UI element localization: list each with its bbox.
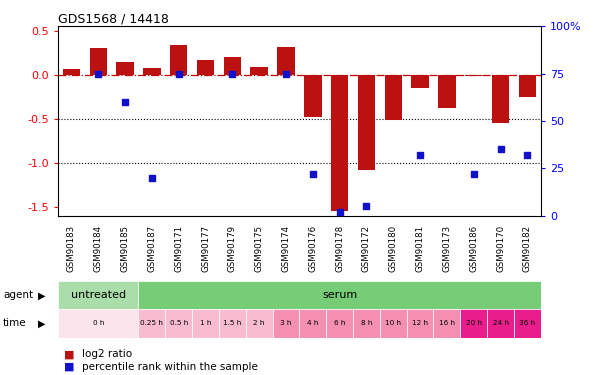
Bar: [58, 281, 139, 309]
Text: 3 h: 3 h: [280, 320, 291, 326]
Text: 1 h: 1 h: [200, 320, 211, 326]
Bar: [384, 75, 402, 120]
Bar: [465, 75, 483, 76]
Point: [93, 70, 103, 76]
Text: 1.5 h: 1.5 h: [223, 320, 241, 326]
Text: GSM90183: GSM90183: [67, 225, 76, 272]
Text: percentile rank within the sample: percentile rank within the sample: [82, 362, 258, 372]
Text: 0.5 h: 0.5 h: [170, 320, 188, 326]
Text: 12 h: 12 h: [412, 320, 428, 326]
Text: GSM90178: GSM90178: [335, 225, 344, 272]
Text: 0.25 h: 0.25 h: [141, 320, 163, 326]
Text: GSM90171: GSM90171: [174, 225, 183, 272]
Text: GSM90170: GSM90170: [496, 225, 505, 272]
Bar: [380, 309, 407, 338]
Text: GSM90184: GSM90184: [93, 225, 103, 272]
Text: GSM90186: GSM90186: [469, 225, 478, 272]
Bar: [304, 75, 321, 117]
Bar: [58, 309, 139, 338]
Text: GSM90172: GSM90172: [362, 225, 371, 272]
Text: GSM90173: GSM90173: [442, 225, 452, 272]
Bar: [90, 48, 107, 75]
Bar: [460, 309, 487, 338]
Point: [174, 70, 183, 76]
Bar: [299, 309, 326, 338]
Point: [120, 99, 130, 105]
Text: GSM90174: GSM90174: [282, 225, 290, 272]
Bar: [192, 309, 219, 338]
Text: time: time: [3, 318, 27, 328]
Bar: [219, 309, 246, 338]
Point: [362, 203, 371, 209]
Bar: [139, 281, 541, 309]
Point: [415, 152, 425, 158]
Text: GSM90180: GSM90180: [389, 225, 398, 272]
Text: 8 h: 8 h: [360, 320, 372, 326]
Text: 2 h: 2 h: [254, 320, 265, 326]
Text: 10 h: 10 h: [386, 320, 401, 326]
Bar: [166, 309, 192, 338]
Bar: [224, 57, 241, 75]
Text: GDS1568 / 14418: GDS1568 / 14418: [58, 12, 169, 25]
Bar: [492, 75, 509, 123]
Text: 16 h: 16 h: [439, 320, 455, 326]
Bar: [411, 75, 429, 88]
Text: agent: agent: [3, 290, 33, 300]
Point: [469, 171, 478, 177]
Bar: [63, 69, 80, 75]
Bar: [251, 67, 268, 75]
Bar: [143, 68, 161, 75]
Bar: [353, 309, 380, 338]
Text: 4 h: 4 h: [307, 320, 318, 326]
Bar: [331, 75, 348, 211]
Bar: [139, 309, 166, 338]
Point: [147, 175, 157, 181]
Text: GSM90182: GSM90182: [523, 225, 532, 272]
Text: ■: ■: [64, 350, 75, 359]
Bar: [197, 60, 214, 75]
Text: 6 h: 6 h: [334, 320, 345, 326]
Text: ■: ■: [64, 362, 75, 372]
Point: [227, 70, 237, 76]
Bar: [326, 309, 353, 338]
Point: [308, 171, 318, 177]
Bar: [487, 309, 514, 338]
Point: [522, 152, 532, 158]
Bar: [116, 62, 134, 75]
Text: GSM90179: GSM90179: [228, 225, 237, 272]
Bar: [519, 75, 536, 97]
Text: untreated: untreated: [71, 290, 126, 300]
Bar: [277, 47, 295, 75]
Text: GSM90175: GSM90175: [255, 225, 264, 272]
Text: 20 h: 20 h: [466, 320, 481, 326]
Text: GSM90181: GSM90181: [415, 225, 425, 272]
Text: ▶: ▶: [38, 290, 45, 300]
Bar: [407, 309, 433, 338]
Text: 0 h: 0 h: [93, 320, 104, 326]
Text: GSM90185: GSM90185: [120, 225, 130, 272]
Bar: [357, 75, 375, 170]
Text: 36 h: 36 h: [519, 320, 535, 326]
Text: log2 ratio: log2 ratio: [82, 350, 133, 359]
Point: [496, 146, 505, 152]
Bar: [514, 309, 541, 338]
Text: GSM90187: GSM90187: [147, 225, 156, 272]
Bar: [438, 75, 456, 108]
Text: GSM90177: GSM90177: [201, 225, 210, 272]
Bar: [246, 309, 273, 338]
Text: serum: serum: [322, 290, 357, 300]
Point: [281, 70, 291, 76]
Text: GSM90176: GSM90176: [309, 225, 317, 272]
Bar: [433, 309, 460, 338]
Bar: [273, 309, 299, 338]
Text: 24 h: 24 h: [492, 320, 508, 326]
Text: ▶: ▶: [38, 318, 45, 328]
Bar: [170, 45, 188, 75]
Point: [335, 209, 345, 215]
